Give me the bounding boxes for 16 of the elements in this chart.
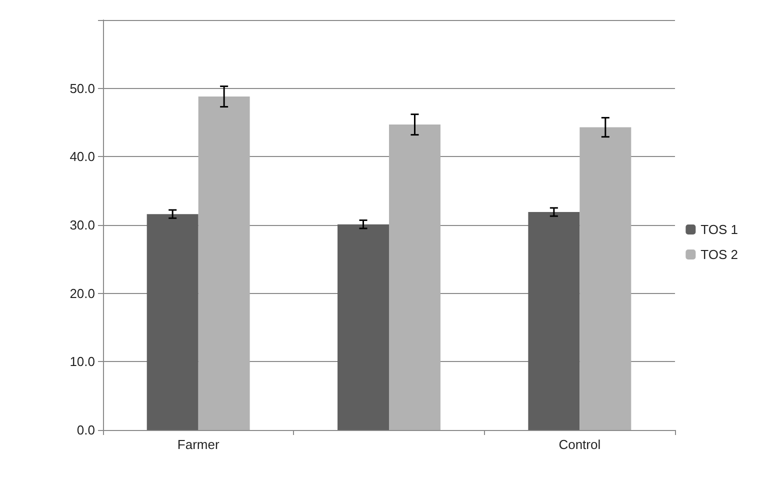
bar bbox=[198, 96, 250, 430]
y-tick-label: 10.0 bbox=[70, 354, 95, 370]
y-tick-label: 30.0 bbox=[70, 218, 95, 232]
y-tick-label: 20.0 bbox=[70, 286, 95, 301]
y-tick-label: 50.0 bbox=[70, 80, 95, 96]
bar bbox=[389, 124, 440, 430]
bar bbox=[580, 127, 632, 430]
bar bbox=[338, 224, 389, 430]
legend-label: TOS 2 bbox=[700, 247, 738, 262]
legend-label: TOS 1 bbox=[700, 222, 738, 237]
y-tick-label: 40.0 bbox=[70, 149, 95, 164]
y-tick-label: 0.0 bbox=[76, 422, 95, 438]
bar bbox=[146, 214, 198, 430]
x-tick-label: Control bbox=[558, 437, 601, 452]
x-tick-label: Farmer bbox=[177, 437, 220, 452]
bar bbox=[528, 212, 580, 430]
